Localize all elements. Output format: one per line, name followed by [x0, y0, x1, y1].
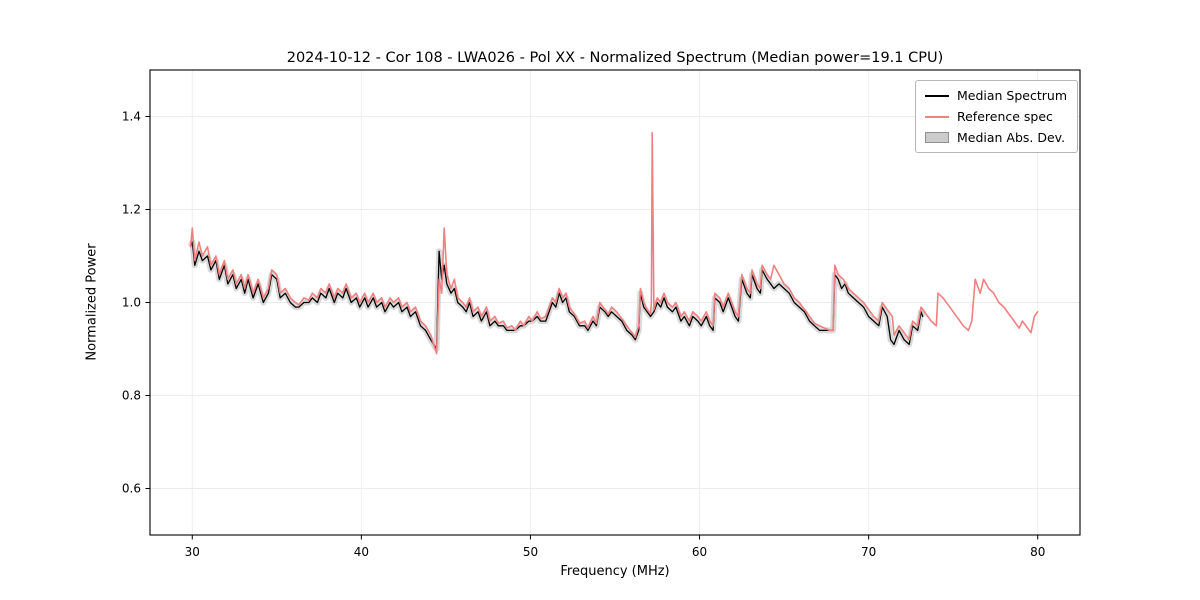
legend-label-median-spectrum: Median Spectrum: [956, 88, 1067, 103]
legend-swatch-median-abs-dev-: [924, 132, 949, 143]
svg-text:40: 40: [354, 545, 369, 559]
svg-text:60: 60: [692, 545, 707, 559]
legend-item-reference-spec: Reference spec: [924, 108, 1067, 125]
svg-text:0.8: 0.8: [122, 389, 141, 403]
svg-text:80: 80: [1030, 545, 1045, 559]
svg-text:0.6: 0.6: [122, 482, 141, 496]
x-axis-label: Frequency (MHz): [560, 564, 670, 579]
legend: Median Spectrum Reference spec Median Abs.…: [914, 80, 1078, 153]
x-tick-labels: 30 40 50 60 70 80: [185, 535, 1045, 559]
figure-title: 2024-10-12 - Cor 108 - LWA026 - Pol XX -…: [286, 50, 944, 66]
legend-label-median-abs-dev-: Median Abs. Dev.: [956, 130, 1066, 145]
series-reference-spec: [189, 132, 1039, 355]
series-median-spectrum: [189, 241, 924, 350]
legend-label-reference-spec: Reference spec: [956, 109, 1053, 124]
y-axis-label: Normalized Power: [84, 243, 100, 361]
legend-item-median-spectrum: Median Spectrum: [924, 87, 1067, 104]
legend-swatch-reference-spec: [924, 115, 949, 118]
svg-text:1.0: 1.0: [122, 296, 141, 310]
legend-item-median-abs-dev-: Median Abs. Dev.: [924, 129, 1067, 146]
svg-text:50: 50: [523, 545, 538, 559]
legend-swatch-median-spectrum: [924, 94, 949, 97]
mad-band: [187, 239, 926, 352]
svg-text:30: 30: [185, 545, 200, 559]
svg-text:70: 70: [861, 545, 876, 559]
y-tick-labels: 0.6 0.8 1.0 1.2 1.4: [122, 110, 150, 496]
svg-text:1.2: 1.2: [122, 203, 141, 217]
svg-text:1.4: 1.4: [122, 110, 141, 124]
